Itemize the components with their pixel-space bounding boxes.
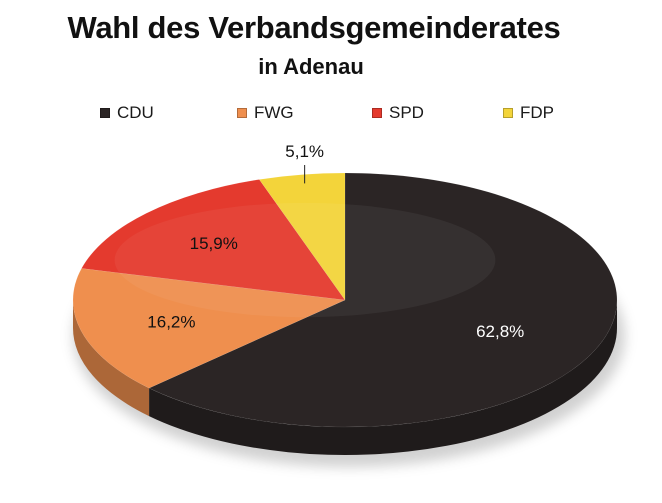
legend-swatch-cdu	[100, 108, 110, 118]
chart-title: Wahl des Verbandsgemeinderates	[67, 10, 561, 45]
chart-subtitle: in Adenau	[258, 54, 364, 79]
legend-label-cdu: CDU	[117, 103, 154, 122]
data-label-fwg: 16,2%	[147, 312, 195, 331]
legend-swatch-spd	[372, 108, 382, 118]
pie-side-fwg	[72, 300, 150, 417]
legend: CDU FWG SPD FDP	[100, 103, 580, 127]
pie-slice-cdu	[148, 172, 618, 428]
legend-item-fwg: FWG	[237, 103, 294, 123]
legend-swatch-fwg	[237, 108, 247, 118]
legend-item-spd: SPD	[372, 103, 424, 123]
legend-item-fdp: FDP	[503, 103, 554, 123]
legend-item-cdu: CDU	[100, 103, 154, 123]
legend-label-spd: SPD	[389, 103, 424, 122]
data-label-fdp: 5,1%	[285, 142, 324, 161]
legend-label-fdp: FDP	[520, 103, 554, 122]
pie-side-cdu	[149, 300, 618, 456]
pie-slice-fwg	[72, 268, 346, 389]
legend-swatch-fdp	[503, 108, 513, 118]
pie-highlight	[114, 202, 496, 318]
pie-slice-spd	[81, 179, 346, 301]
legend-label-fwg: FWG	[254, 103, 294, 122]
data-label-spd: 15,9%	[190, 234, 238, 253]
pie-slice-fdp	[258, 172, 346, 301]
data-label-cdu: 62,8%	[476, 322, 524, 341]
